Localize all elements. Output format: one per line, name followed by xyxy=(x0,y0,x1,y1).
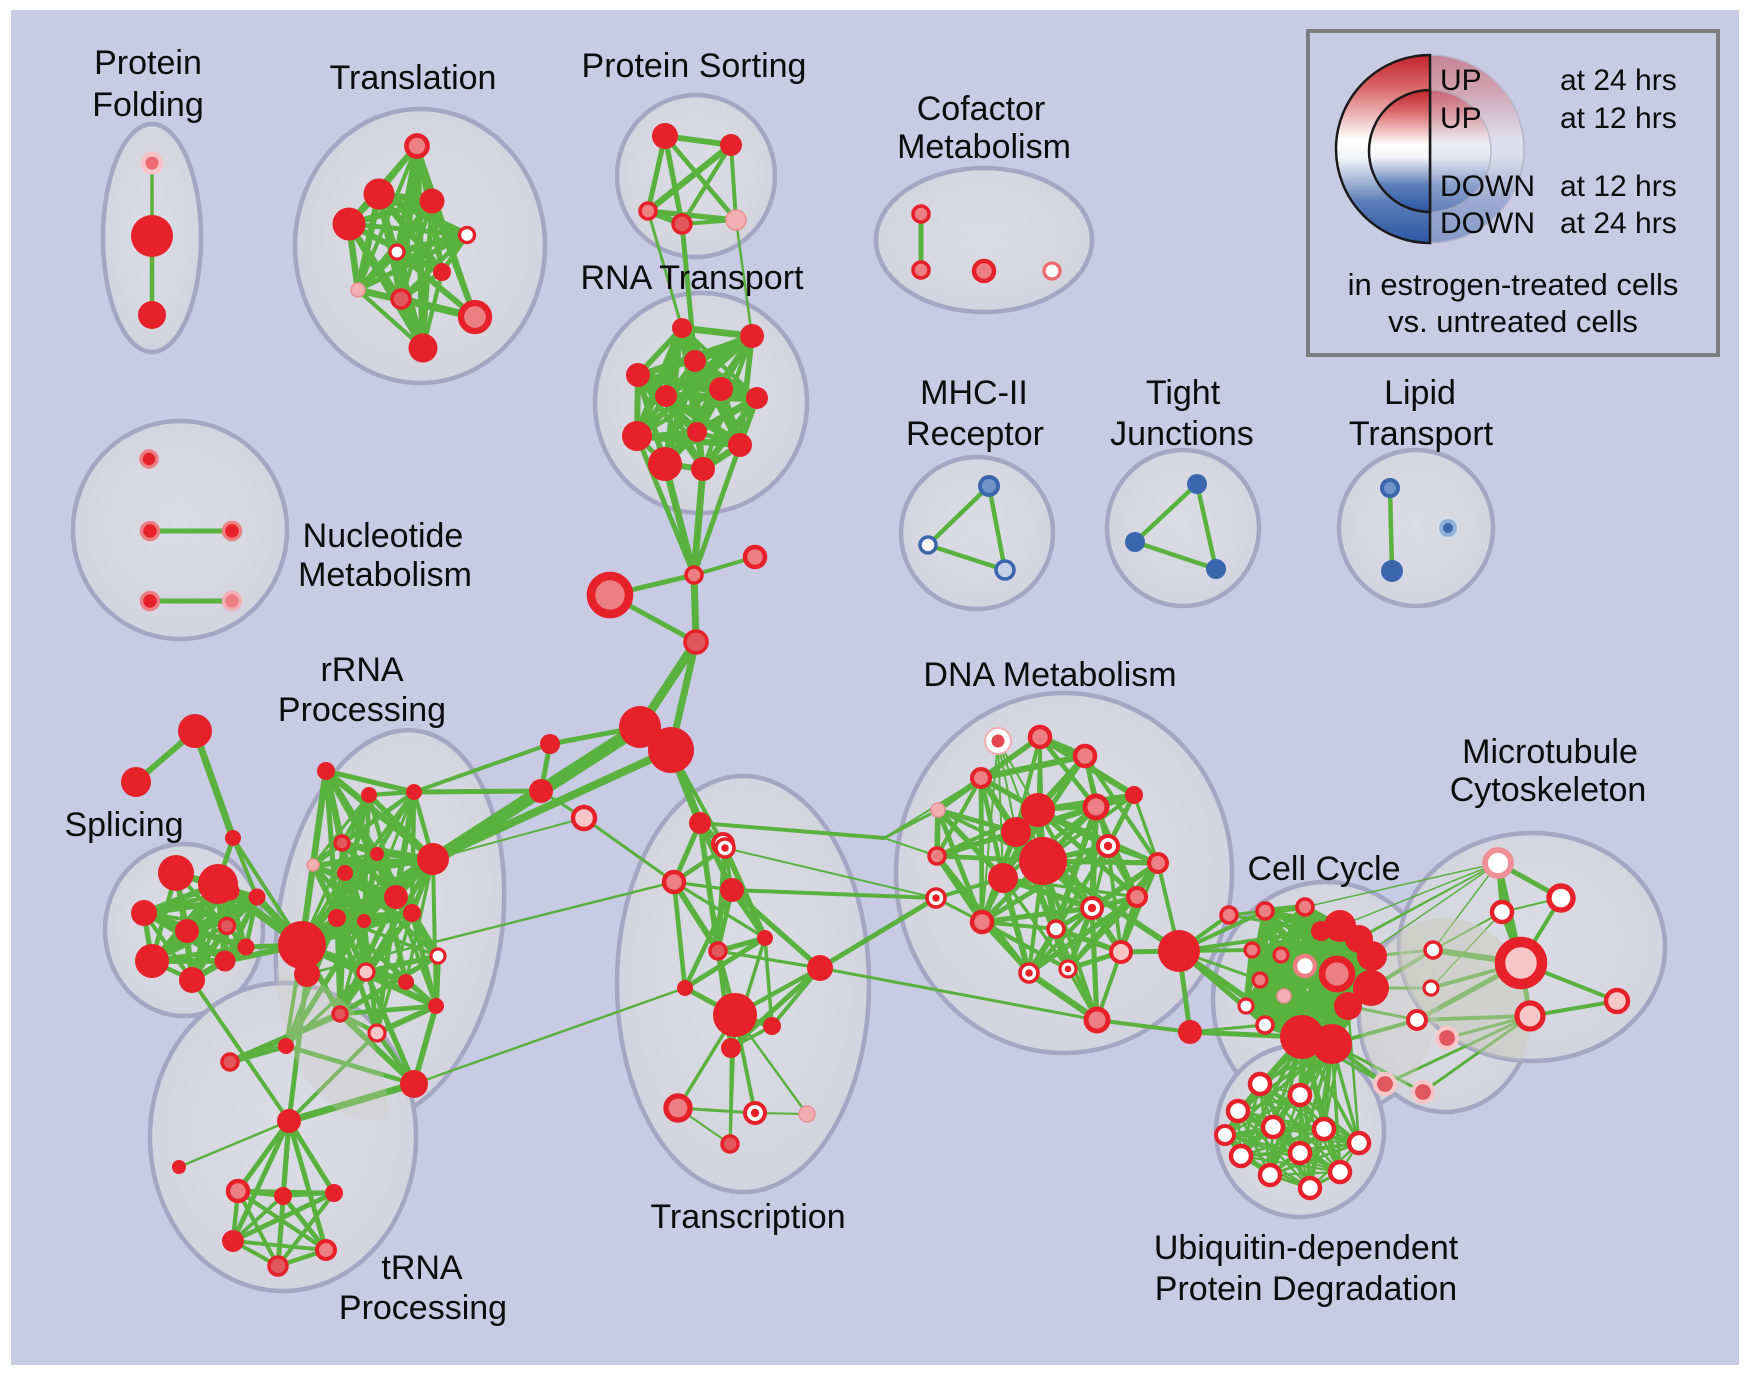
svg-text:Metabolism: Metabolism xyxy=(897,128,1071,166)
svg-text:Protein Degradation: Protein Degradation xyxy=(1155,1270,1457,1308)
svg-text:at 24 hrs: at 24 hrs xyxy=(1560,64,1677,97)
svg-text:MHC-II: MHC-II xyxy=(920,374,1028,412)
svg-text:DNA Metabolism: DNA Metabolism xyxy=(923,656,1176,694)
svg-text:at 12 hrs: at 12 hrs xyxy=(1560,102,1677,135)
svg-text:Processing: Processing xyxy=(278,691,446,729)
svg-text:Tight: Tight xyxy=(1146,374,1221,412)
svg-text:at 24 hrs: at 24 hrs xyxy=(1560,207,1677,240)
svg-text:in estrogen-treated cells: in estrogen-treated cells xyxy=(1348,267,1679,302)
svg-text:Transport: Transport xyxy=(1349,415,1494,453)
svg-text:Protein Sorting: Protein Sorting xyxy=(582,47,807,85)
svg-text:Translation: Translation xyxy=(330,59,497,97)
svg-text:Microtubule: Microtubule xyxy=(1462,733,1638,771)
svg-text:DOWN: DOWN xyxy=(1440,207,1535,240)
svg-text:Folding: Folding xyxy=(92,86,204,124)
svg-text:Receptor: Receptor xyxy=(906,415,1044,453)
svg-text:Processing: Processing xyxy=(339,1289,507,1327)
svg-text:Nucleotide: Nucleotide xyxy=(303,517,464,555)
svg-text:Cytoskeleton: Cytoskeleton xyxy=(1450,771,1647,809)
svg-text:Transcription: Transcription xyxy=(650,1198,845,1236)
svg-text:Cell Cycle: Cell Cycle xyxy=(1247,850,1400,888)
svg-text:UP: UP xyxy=(1440,102,1482,135)
svg-text:Ubiquitin-dependent: Ubiquitin-dependent xyxy=(1154,1229,1459,1267)
svg-text:vs. untreated cells: vs. untreated cells xyxy=(1388,304,1638,339)
svg-text:Junctions: Junctions xyxy=(1110,415,1254,453)
svg-text:RNA Transport: RNA Transport xyxy=(581,259,805,297)
svg-text:Protein: Protein xyxy=(94,44,202,82)
svg-text:DOWN: DOWN xyxy=(1440,170,1535,203)
svg-text:Cofactor: Cofactor xyxy=(917,90,1046,128)
svg-text:at 12 hrs: at 12 hrs xyxy=(1560,170,1677,203)
svg-text:Metabolism: Metabolism xyxy=(298,556,472,594)
svg-text:tRNA: tRNA xyxy=(381,1249,463,1287)
svg-text:Splicing: Splicing xyxy=(64,806,183,844)
svg-text:rRNA: rRNA xyxy=(320,651,403,689)
svg-text:Lipid: Lipid xyxy=(1384,374,1456,412)
svg-text:UP: UP xyxy=(1440,64,1482,97)
